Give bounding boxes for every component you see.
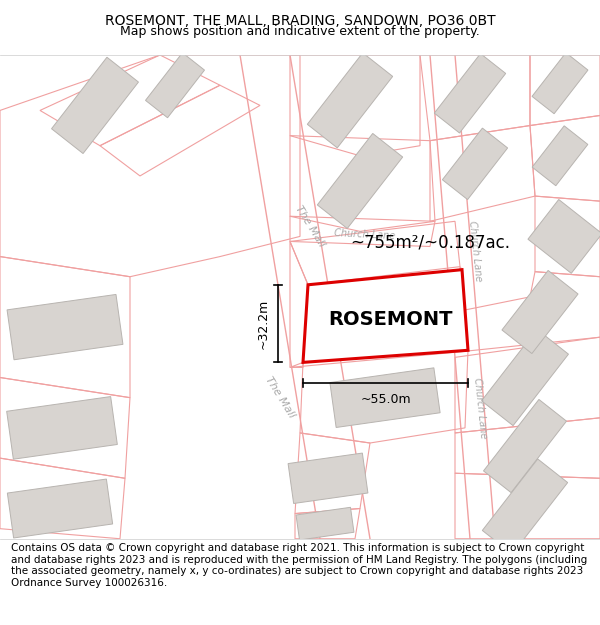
Polygon shape [442, 128, 508, 199]
Polygon shape [528, 199, 600, 273]
Text: ~32.2m: ~32.2m [257, 299, 270, 349]
Polygon shape [330, 368, 440, 428]
Polygon shape [296, 508, 354, 540]
Text: The Mall: The Mall [263, 375, 296, 420]
Polygon shape [317, 134, 403, 229]
Text: ~755m²/~0.187ac.: ~755m²/~0.187ac. [350, 234, 510, 251]
Text: Church Lane: Church Lane [472, 377, 488, 439]
Polygon shape [7, 294, 123, 360]
Polygon shape [502, 271, 578, 354]
Polygon shape [7, 397, 118, 459]
Polygon shape [303, 269, 468, 362]
Polygon shape [532, 126, 588, 186]
Polygon shape [484, 399, 566, 492]
Polygon shape [288, 453, 368, 504]
Polygon shape [307, 53, 392, 148]
Polygon shape [7, 479, 113, 538]
Text: ~55.0m: ~55.0m [360, 392, 411, 406]
Polygon shape [434, 54, 506, 133]
Text: Map shows position and indicative extent of the property.: Map shows position and indicative extent… [120, 26, 480, 39]
Text: ROSEMONT: ROSEMONT [328, 310, 452, 329]
Text: Church Lane: Church Lane [467, 221, 483, 282]
Polygon shape [482, 459, 568, 554]
Text: Contains OS data © Crown copyright and database right 2021. This information is : Contains OS data © Crown copyright and d… [11, 543, 587, 588]
Text: Church Lane: Church Lane [334, 228, 396, 241]
Polygon shape [482, 329, 568, 426]
Text: ROSEMONT, THE MALL, BRADING, SANDOWN, PO36 0BT: ROSEMONT, THE MALL, BRADING, SANDOWN, PO… [104, 14, 496, 28]
Polygon shape [52, 58, 139, 154]
Polygon shape [532, 52, 588, 114]
Polygon shape [145, 52, 205, 118]
Text: The Mall: The Mall [293, 204, 326, 249]
